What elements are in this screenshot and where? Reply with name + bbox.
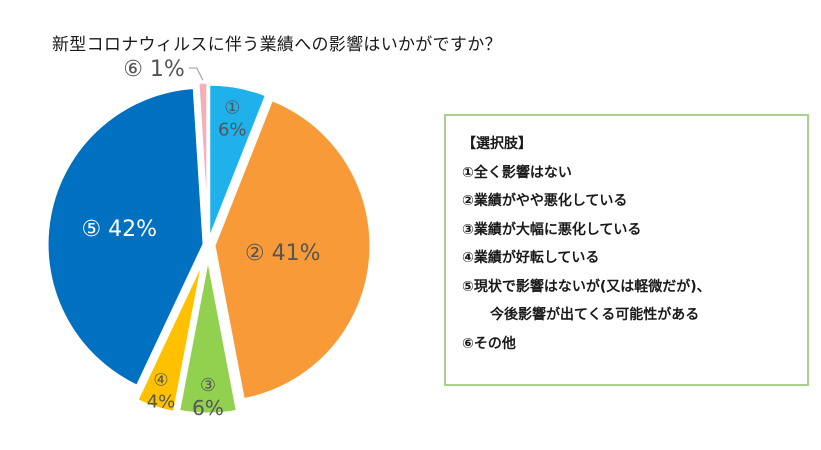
- pie-slice-2: [212, 98, 373, 402]
- legend-item-4: ④業績が好転している: [462, 250, 600, 266]
- legend-item-3: ③業績が大幅に悪化している: [462, 221, 642, 238]
- pie-slice-3: [177, 255, 239, 416]
- legend-item-2: ②業績がやや悪化している: [462, 193, 628, 209]
- data-label-6: ⑥ 1%: [123, 57, 185, 82]
- legend-item-5: ⑤現状で影響はないが(又は軽微だが)、: [462, 278, 711, 295]
- data-label-2: ② 41%: [245, 241, 321, 266]
- pie-slice-5: [45, 86, 206, 388]
- legend-item-1: ①全く影響はない: [462, 164, 572, 181]
- data-label-1: 6%: [218, 120, 247, 141]
- legend-item-6: ⑥その他: [462, 335, 516, 352]
- pie-slice-4: [135, 256, 206, 415]
- pie-slice-6: [196, 80, 210, 241]
- legend-title: 【選択肢】: [462, 136, 532, 152]
- legend-box: 【選択肢】 ①全く影響はない ②業績がやや悪化している ③業績が大幅に悪化してい…: [444, 114, 809, 386]
- leader-line-6: [188, 67, 204, 81]
- legend-item-5-continued: 今後影響が出てくる可能性がある: [490, 307, 700, 323]
- data-label-5: ⑤ 42%: [81, 217, 157, 242]
- slice-marker-1: ①: [224, 98, 240, 119]
- slice-marker-4: ④: [153, 371, 168, 391]
- chart-title: 新型コロナウィルスに伴う業績への影響はいかがですか？: [52, 35, 502, 55]
- slice-marker-3: ③: [200, 375, 216, 396]
- data-label-4: 4%: [147, 392, 176, 413]
- data-label-3: 6%: [192, 396, 224, 420]
